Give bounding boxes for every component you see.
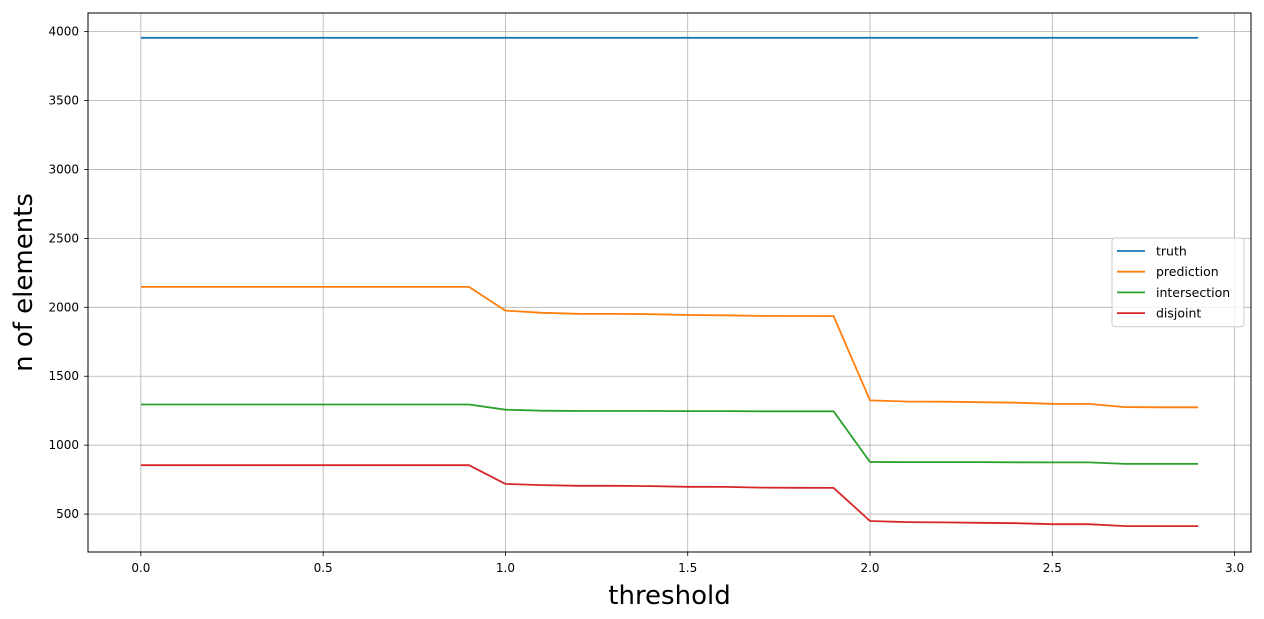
y-axis-ticks: 500 1000 1500 2000 2500 3000 3500 4000: [48, 25, 88, 521]
x-tick-label: 0.5: [314, 561, 333, 575]
y-tick-label: 2000: [48, 300, 79, 314]
legend-box: [1111, 237, 1245, 328]
y-tick-label: 2500: [48, 231, 79, 245]
x-tick-label: 3.0: [1225, 561, 1244, 575]
plot-frame: [87, 12, 1252, 553]
series-line-prediction: [140, 285, 1199, 409]
legend-label-intersection: intersection: [1156, 285, 1230, 300]
x-tick-label: 2.5: [1043, 561, 1062, 575]
x-axis-label: threshold: [608, 581, 730, 611]
y-tick-label: 4000: [48, 25, 79, 39]
x-tick-label: 0.0: [131, 561, 150, 575]
series-line-intersection: [140, 403, 1199, 465]
legend-label-truth: truth: [1156, 244, 1187, 259]
y-tick-label: 1500: [48, 369, 79, 383]
y-tick-label: 1000: [48, 438, 79, 452]
x-tick-label: 2.0: [860, 561, 879, 575]
series-lines: [140, 36, 1199, 527]
x-tick-label: 1.5: [678, 561, 697, 575]
series-line-disjoint: [140, 464, 1199, 527]
x-tick-label: 1.0: [496, 561, 515, 575]
x-axis-ticks: 0.0 0.5 1.0 1.5 2.0 2.5 3.0: [131, 552, 1244, 575]
legend: truth prediction intersection disjoint: [1111, 237, 1245, 328]
grid-lines: [88, 13, 1251, 552]
legend-label-disjoint: disjoint: [1156, 306, 1201, 321]
y-axis-label: n of elements: [9, 193, 39, 372]
y-tick-label: 500: [56, 507, 79, 521]
y-tick-label: 3000: [48, 162, 79, 176]
legend-label-prediction: prediction: [1156, 264, 1219, 279]
y-tick-label: 3500: [48, 94, 79, 108]
